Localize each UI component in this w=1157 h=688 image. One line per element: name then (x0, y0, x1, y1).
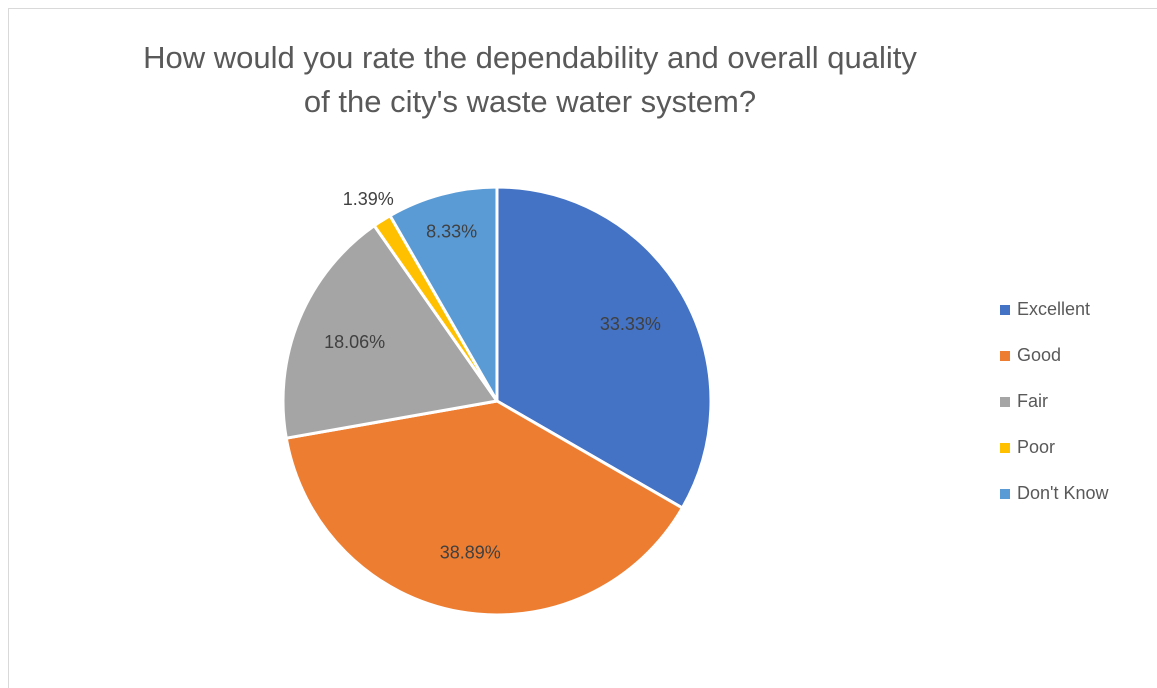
legend-label: Poor (1017, 437, 1056, 457)
pie-slice-excellent (495, 185, 713, 510)
chart-title: How would you rate the dependability and… (30, 36, 1030, 124)
legend-item-fair: Fair (1000, 390, 1109, 413)
pie-slice-good (284, 399, 684, 617)
legend-swatch (1000, 304, 1010, 315)
legend-item-good: Good (1000, 344, 1109, 367)
data-labels: 33.33% 38.89% 18.06% 1.39% 8.33% (324, 189, 661, 563)
legend-label: Excellent (1017, 299, 1091, 319)
data-label-excellent: 33.33% (600, 314, 661, 334)
legend-item-poor: Poor (1000, 436, 1109, 459)
chart-area (8, 8, 1157, 688)
legend-item-dont-know: Don't Know (1000, 482, 1109, 505)
pie-slices (281, 185, 713, 617)
pie-slice-fair (281, 224, 499, 440)
data-label-good: 38.89% (440, 543, 501, 563)
data-label-fair: 18.06% (324, 332, 385, 352)
pie-slice-don-t-know (388, 185, 499, 403)
legend-swatch (1000, 396, 1010, 407)
legend: Excellent Good Fair Poor Don't Know (1000, 298, 1109, 528)
pie-chart: 33.33% 38.89% 18.06% 1.39% 8.33% (281, 185, 713, 617)
legend-swatch (1000, 442, 1010, 453)
legend-label: Don't Know (1017, 483, 1109, 503)
legend-label: Fair (1017, 391, 1048, 411)
legend-swatch (1000, 350, 1010, 361)
data-label-poor: 1.39% (343, 189, 394, 209)
legend-item-excellent: Excellent (1000, 298, 1109, 321)
chart-title-line-1: How would you rate the dependability and… (143, 40, 917, 75)
chart-title-line-2: of the city's waste water system? (303, 84, 757, 119)
data-label-don-t-know: 8.33% (426, 221, 477, 241)
legend-label: Good (1017, 345, 1062, 365)
legend-swatch (1000, 488, 1010, 499)
